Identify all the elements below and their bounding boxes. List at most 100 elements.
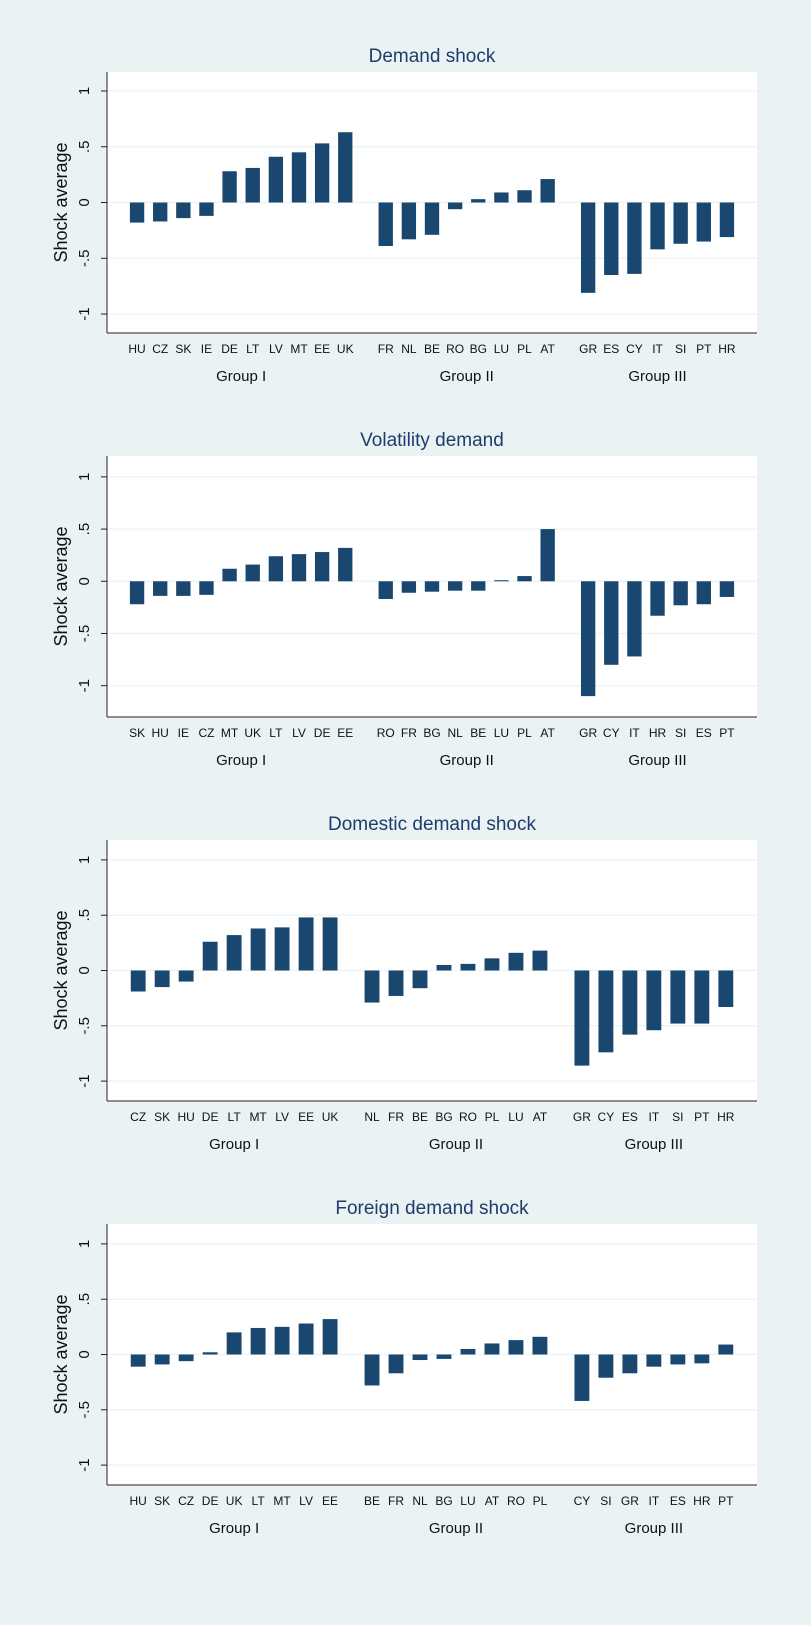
x-tick-label: FR — [388, 1494, 404, 1508]
bar — [364, 970, 380, 1003]
y-tick-label: 1 — [76, 856, 93, 864]
y-tick-label: -.5 — [76, 250, 93, 268]
bar — [226, 1332, 242, 1355]
bar — [222, 171, 237, 203]
bar — [412, 1354, 428, 1361]
bar — [484, 1343, 500, 1355]
y-tick-label: -1 — [76, 679, 93, 692]
bar — [508, 952, 524, 971]
x-tick-label: PT — [719, 726, 735, 740]
bar — [274, 1326, 290, 1355]
x-tick-label: PT — [696, 342, 712, 356]
y-axis-label: Shock average — [51, 142, 71, 262]
y-tick-label: -1 — [76, 307, 93, 320]
bar — [696, 581, 711, 605]
x-tick-label: BG — [423, 726, 440, 740]
bar — [388, 970, 404, 996]
x-tick-label: BE — [424, 342, 440, 356]
y-tick-label: .5 — [76, 909, 93, 922]
bar — [424, 581, 440, 592]
group-label: Group III — [628, 752, 686, 769]
bar — [130, 1354, 146, 1367]
bar — [401, 581, 417, 593]
chart-title: Domestic demand shock — [328, 814, 537, 835]
x-tick-label: EE — [314, 342, 330, 356]
x-tick-label: EE — [298, 1110, 314, 1124]
x-tick-label: UK — [226, 1494, 243, 1508]
bar — [338, 547, 353, 582]
x-tick-label: CY — [574, 1494, 591, 1508]
bar — [412, 970, 428, 989]
group-label: Group I — [209, 1136, 259, 1153]
x-tick-label: NL — [412, 1494, 428, 1508]
bar — [268, 556, 284, 582]
x-tick-label: UK — [322, 1110, 339, 1124]
x-tick-label: HU — [130, 1494, 147, 1508]
chart-title: Volatility demand — [360, 430, 504, 451]
x-tick-label: FR — [378, 342, 394, 356]
bar — [436, 964, 452, 971]
x-tick-label: LU — [508, 1110, 523, 1124]
bar — [696, 202, 711, 242]
x-tick-label: AT — [485, 1494, 500, 1508]
x-tick-label: UK — [337, 342, 354, 356]
x-tick-label: PL — [517, 342, 532, 356]
x-tick-label: LV — [299, 1494, 313, 1508]
bar — [460, 963, 476, 971]
bar — [580, 202, 596, 293]
bar — [673, 581, 688, 606]
y-tick-label: 0 — [76, 577, 93, 585]
y-tick-label: 0 — [76, 966, 93, 974]
x-tick-label: AT — [533, 1110, 548, 1124]
bar — [250, 928, 266, 971]
x-tick-label: GR — [579, 342, 597, 356]
chart-title: Foreign demand shock — [335, 1198, 529, 1219]
bar — [447, 581, 463, 591]
x-tick-label: BG — [470, 342, 487, 356]
x-tick-label: DE — [202, 1110, 219, 1124]
bar — [604, 581, 619, 665]
bar — [574, 970, 590, 1066]
y-tick-label: 0 — [76, 1350, 93, 1358]
x-tick-label: ES — [622, 1110, 638, 1124]
y-tick-label: -1 — [76, 1458, 93, 1471]
x-tick-label: BE — [470, 726, 486, 740]
x-tick-label: LT — [228, 1110, 242, 1124]
x-tick-label: HR — [649, 726, 667, 740]
bar — [622, 1354, 638, 1374]
bar — [574, 1354, 590, 1401]
bar — [460, 1348, 476, 1355]
x-tick-label: IT — [649, 1494, 660, 1508]
x-tick-label: SK — [154, 1494, 170, 1508]
group-label: Group III — [625, 1136, 683, 1153]
bar — [199, 581, 214, 595]
bar — [719, 581, 735, 597]
x-tick-label: CZ — [178, 1494, 194, 1508]
bar — [322, 917, 338, 971]
x-tick-label: LT — [246, 342, 260, 356]
x-tick-label: LV — [275, 1110, 289, 1124]
bar — [517, 576, 532, 582]
bar — [540, 179, 555, 203]
x-tick-label: LU — [494, 342, 509, 356]
x-tick-label: RO — [446, 342, 464, 356]
x-tick-label: CZ — [130, 1110, 146, 1124]
bar — [153, 202, 168, 222]
bar — [153, 581, 168, 596]
bar — [338, 132, 353, 203]
x-tick-label: UK — [244, 726, 261, 740]
bar — [322, 1319, 338, 1355]
bar — [274, 927, 290, 971]
y-tick-label: -.5 — [76, 625, 93, 643]
bar — [268, 156, 284, 203]
y-tick-label: -.5 — [76, 1017, 93, 1035]
bar — [154, 1354, 170, 1365]
x-tick-label: SI — [600, 1494, 611, 1508]
x-tick-label: LV — [292, 726, 306, 740]
bar — [222, 568, 237, 582]
x-tick-label: DE — [221, 342, 238, 356]
x-tick-label: BG — [435, 1494, 452, 1508]
x-tick-label: CZ — [198, 726, 214, 740]
bar — [646, 1354, 662, 1367]
x-tick-label: SK — [175, 342, 191, 356]
